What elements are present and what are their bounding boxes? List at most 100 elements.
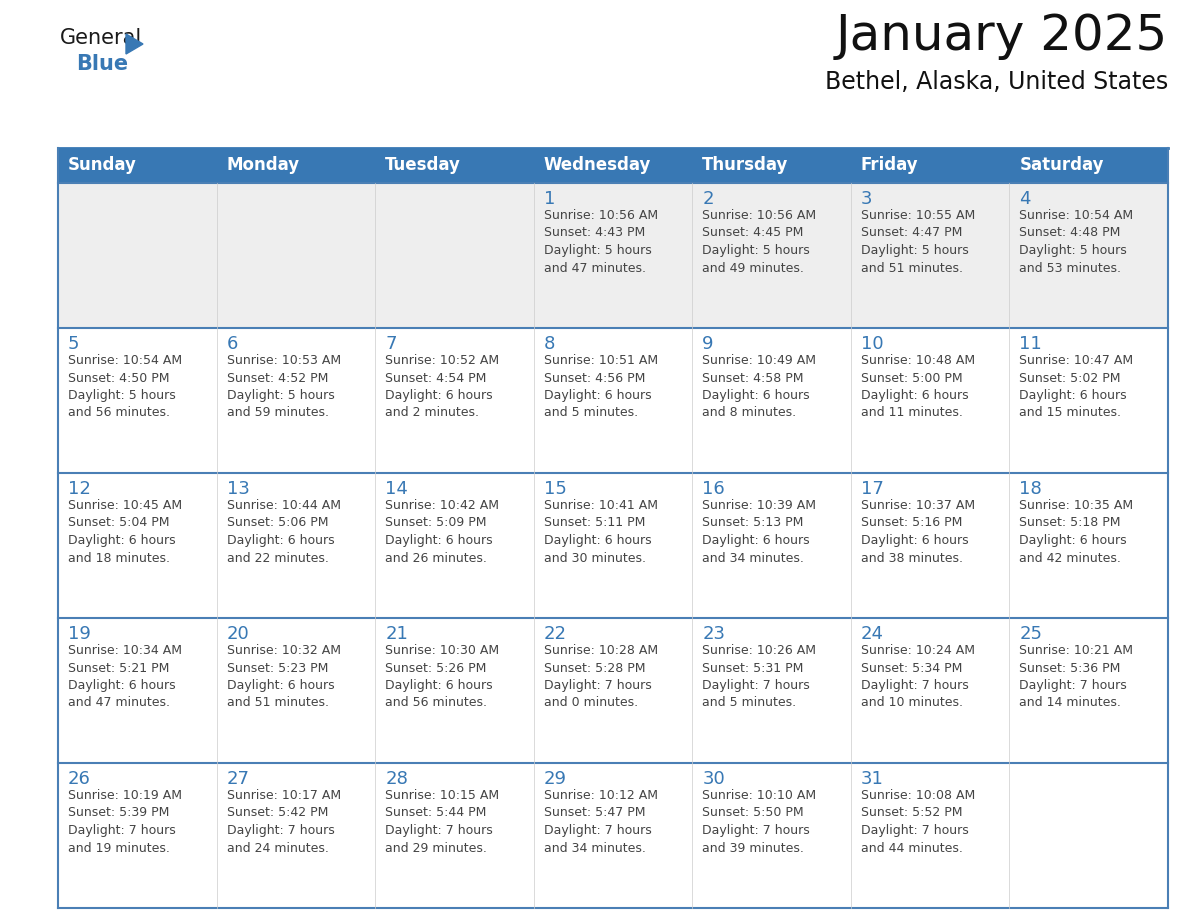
Bar (58, 183, 216, 328)
Text: Thursday: Thursday (702, 156, 789, 174)
Text: Tuesday: Tuesday (385, 156, 461, 174)
Text: Sunrise: 10:54 AM
Sunset: 4:48 PM
Daylight: 5 hours
and 53 minutes.: Sunrise: 10:54 AM Sunset: 4:48 PM Daylig… (1019, 209, 1133, 274)
Bar (851, 148, 1010, 183)
Text: Bethel, Alaska, United States: Bethel, Alaska, United States (824, 70, 1168, 94)
Bar (851, 763, 1010, 908)
Text: 15: 15 (544, 480, 567, 498)
Text: Sunrise: 10:19 AM
Sunset: 5:39 PM
Daylight: 7 hours
and 19 minutes.: Sunrise: 10:19 AM Sunset: 5:39 PM Daylig… (68, 789, 182, 855)
Text: 19: 19 (68, 625, 90, 643)
Bar (58, 148, 216, 183)
Text: 16: 16 (702, 480, 725, 498)
Bar (375, 183, 533, 328)
Text: 11: 11 (1019, 335, 1042, 353)
Bar (1010, 328, 1168, 473)
Text: General: General (61, 28, 143, 48)
Text: 30: 30 (702, 770, 725, 788)
Bar (693, 183, 851, 328)
Bar (851, 183, 1010, 328)
Text: Sunrise: 10:08 AM
Sunset: 5:52 PM
Daylight: 7 hours
and 44 minutes.: Sunrise: 10:08 AM Sunset: 5:52 PM Daylig… (861, 789, 975, 855)
Text: 26: 26 (68, 770, 90, 788)
Polygon shape (126, 34, 143, 54)
Text: 23: 23 (702, 625, 726, 643)
Bar (693, 763, 851, 908)
Bar (58, 328, 216, 473)
Text: Sunrise: 10:39 AM
Sunset: 5:13 PM
Daylight: 6 hours
and 34 minutes.: Sunrise: 10:39 AM Sunset: 5:13 PM Daylig… (702, 499, 816, 565)
Bar (1010, 183, 1168, 328)
Text: Sunday: Sunday (68, 156, 137, 174)
Bar (1010, 473, 1168, 618)
Bar (1010, 148, 1168, 183)
Bar (216, 148, 375, 183)
Text: Wednesday: Wednesday (544, 156, 651, 174)
Text: 14: 14 (385, 480, 407, 498)
Bar (693, 328, 851, 473)
Bar (533, 148, 693, 183)
Text: 8: 8 (544, 335, 555, 353)
Text: 9: 9 (702, 335, 714, 353)
Text: 13: 13 (227, 480, 249, 498)
Text: Sunrise: 10:53 AM
Sunset: 4:52 PM
Daylight: 5 hours
and 59 minutes.: Sunrise: 10:53 AM Sunset: 4:52 PM Daylig… (227, 354, 341, 420)
Text: 4: 4 (1019, 190, 1031, 208)
Text: Monday: Monday (227, 156, 299, 174)
Text: Sunrise: 10:12 AM
Sunset: 5:47 PM
Daylight: 7 hours
and 34 minutes.: Sunrise: 10:12 AM Sunset: 5:47 PM Daylig… (544, 789, 658, 855)
Text: Sunrise: 10:30 AM
Sunset: 5:26 PM
Daylight: 6 hours
and 56 minutes.: Sunrise: 10:30 AM Sunset: 5:26 PM Daylig… (385, 644, 499, 710)
Text: 10: 10 (861, 335, 884, 353)
Bar (375, 618, 533, 763)
Text: Sunrise: 10:54 AM
Sunset: 4:50 PM
Daylight: 5 hours
and 56 minutes.: Sunrise: 10:54 AM Sunset: 4:50 PM Daylig… (68, 354, 182, 420)
Bar (375, 763, 533, 908)
Bar (693, 473, 851, 618)
Text: Sunrise: 10:15 AM
Sunset: 5:44 PM
Daylight: 7 hours
and 29 minutes.: Sunrise: 10:15 AM Sunset: 5:44 PM Daylig… (385, 789, 499, 855)
Text: Sunrise: 10:35 AM
Sunset: 5:18 PM
Daylight: 6 hours
and 42 minutes.: Sunrise: 10:35 AM Sunset: 5:18 PM Daylig… (1019, 499, 1133, 565)
Text: Sunrise: 10:56 AM
Sunset: 4:43 PM
Daylight: 5 hours
and 47 minutes.: Sunrise: 10:56 AM Sunset: 4:43 PM Daylig… (544, 209, 658, 274)
Bar (851, 328, 1010, 473)
Bar (851, 618, 1010, 763)
Text: 21: 21 (385, 625, 407, 643)
Text: Sunrise: 10:34 AM
Sunset: 5:21 PM
Daylight: 6 hours
and 47 minutes.: Sunrise: 10:34 AM Sunset: 5:21 PM Daylig… (68, 644, 182, 710)
Bar (375, 473, 533, 618)
Bar (58, 618, 216, 763)
Bar (533, 183, 693, 328)
Text: Sunrise: 10:55 AM
Sunset: 4:47 PM
Daylight: 5 hours
and 51 minutes.: Sunrise: 10:55 AM Sunset: 4:47 PM Daylig… (861, 209, 975, 274)
Text: Sunrise: 10:44 AM
Sunset: 5:06 PM
Daylight: 6 hours
and 22 minutes.: Sunrise: 10:44 AM Sunset: 5:06 PM Daylig… (227, 499, 341, 565)
Bar (216, 618, 375, 763)
Text: Sunrise: 10:10 AM
Sunset: 5:50 PM
Daylight: 7 hours
and 39 minutes.: Sunrise: 10:10 AM Sunset: 5:50 PM Daylig… (702, 789, 816, 855)
Text: 25: 25 (1019, 625, 1042, 643)
Text: 28: 28 (385, 770, 407, 788)
Text: Sunrise: 10:28 AM
Sunset: 5:28 PM
Daylight: 7 hours
and 0 minutes.: Sunrise: 10:28 AM Sunset: 5:28 PM Daylig… (544, 644, 658, 710)
Bar (58, 763, 216, 908)
Bar (1010, 763, 1168, 908)
Bar (533, 618, 693, 763)
Text: Sunrise: 10:56 AM
Sunset: 4:45 PM
Daylight: 5 hours
and 49 minutes.: Sunrise: 10:56 AM Sunset: 4:45 PM Daylig… (702, 209, 816, 274)
Bar (693, 148, 851, 183)
Text: Friday: Friday (861, 156, 918, 174)
Text: Sunrise: 10:41 AM
Sunset: 5:11 PM
Daylight: 6 hours
and 30 minutes.: Sunrise: 10:41 AM Sunset: 5:11 PM Daylig… (544, 499, 658, 565)
Text: Sunrise: 10:21 AM
Sunset: 5:36 PM
Daylight: 7 hours
and 14 minutes.: Sunrise: 10:21 AM Sunset: 5:36 PM Daylig… (1019, 644, 1133, 710)
Text: Sunrise: 10:48 AM
Sunset: 5:00 PM
Daylight: 6 hours
and 11 minutes.: Sunrise: 10:48 AM Sunset: 5:00 PM Daylig… (861, 354, 975, 420)
Bar (533, 763, 693, 908)
Text: 31: 31 (861, 770, 884, 788)
Bar (851, 473, 1010, 618)
Bar (533, 328, 693, 473)
Bar (216, 763, 375, 908)
Text: Sunrise: 10:17 AM
Sunset: 5:42 PM
Daylight: 7 hours
and 24 minutes.: Sunrise: 10:17 AM Sunset: 5:42 PM Daylig… (227, 789, 341, 855)
Text: 27: 27 (227, 770, 249, 788)
Bar (216, 328, 375, 473)
Text: 3: 3 (861, 190, 872, 208)
Bar (375, 328, 533, 473)
Bar (533, 473, 693, 618)
Text: 7: 7 (385, 335, 397, 353)
Text: 29: 29 (544, 770, 567, 788)
Text: 6: 6 (227, 335, 238, 353)
Text: 1: 1 (544, 190, 555, 208)
Text: Sunrise: 10:42 AM
Sunset: 5:09 PM
Daylight: 6 hours
and 26 minutes.: Sunrise: 10:42 AM Sunset: 5:09 PM Daylig… (385, 499, 499, 565)
Bar (375, 148, 533, 183)
Text: Sunrise: 10:49 AM
Sunset: 4:58 PM
Daylight: 6 hours
and 8 minutes.: Sunrise: 10:49 AM Sunset: 4:58 PM Daylig… (702, 354, 816, 420)
Text: 20: 20 (227, 625, 249, 643)
Text: Sunrise: 10:52 AM
Sunset: 4:54 PM
Daylight: 6 hours
and 2 minutes.: Sunrise: 10:52 AM Sunset: 4:54 PM Daylig… (385, 354, 499, 420)
Text: 12: 12 (68, 480, 90, 498)
Text: Sunrise: 10:45 AM
Sunset: 5:04 PM
Daylight: 6 hours
and 18 minutes.: Sunrise: 10:45 AM Sunset: 5:04 PM Daylig… (68, 499, 182, 565)
Text: Sunrise: 10:47 AM
Sunset: 5:02 PM
Daylight: 6 hours
and 15 minutes.: Sunrise: 10:47 AM Sunset: 5:02 PM Daylig… (1019, 354, 1133, 420)
Text: 2: 2 (702, 190, 714, 208)
Bar (216, 183, 375, 328)
Bar (693, 618, 851, 763)
